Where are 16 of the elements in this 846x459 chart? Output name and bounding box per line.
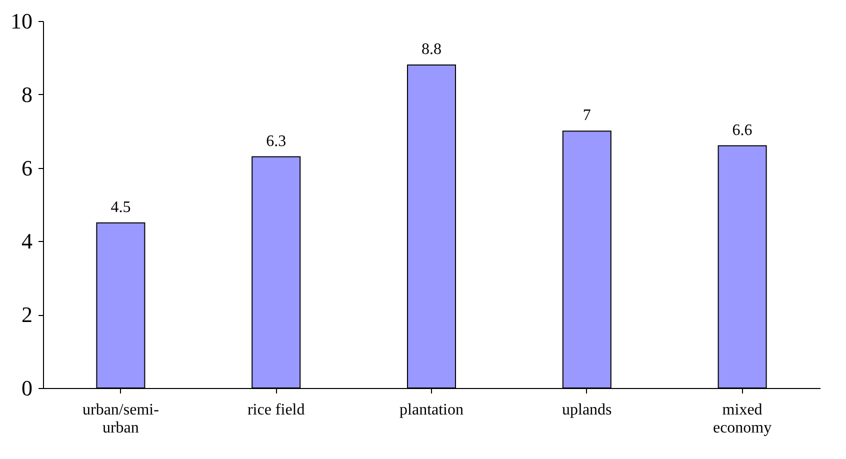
x-tick-label: mixed economy — [712, 402, 772, 436]
data-label: 6.3 — [266, 132, 286, 150]
x-tick-label: rice field — [247, 402, 305, 418]
x-tick-label: uplands — [562, 402, 612, 418]
y-tick-label: 10 — [10, 8, 32, 34]
data-label: 6.6 — [732, 122, 752, 139]
y-tick-label: 4 — [22, 228, 32, 254]
data-label: 4.5 — [110, 198, 131, 216]
data-label: 8.8 — [422, 41, 442, 58]
y-tick-label: 8 — [22, 82, 32, 107]
y-tick-label: 0 — [22, 376, 32, 400]
x-tick-label: urban/semi-urban — [82, 402, 159, 436]
y-tick-label: 2 — [22, 302, 32, 328]
y-tick-label: 6 — [22, 155, 32, 180]
x-tick-label: plantation — [400, 402, 464, 418]
data-label: 7 — [582, 107, 591, 124]
